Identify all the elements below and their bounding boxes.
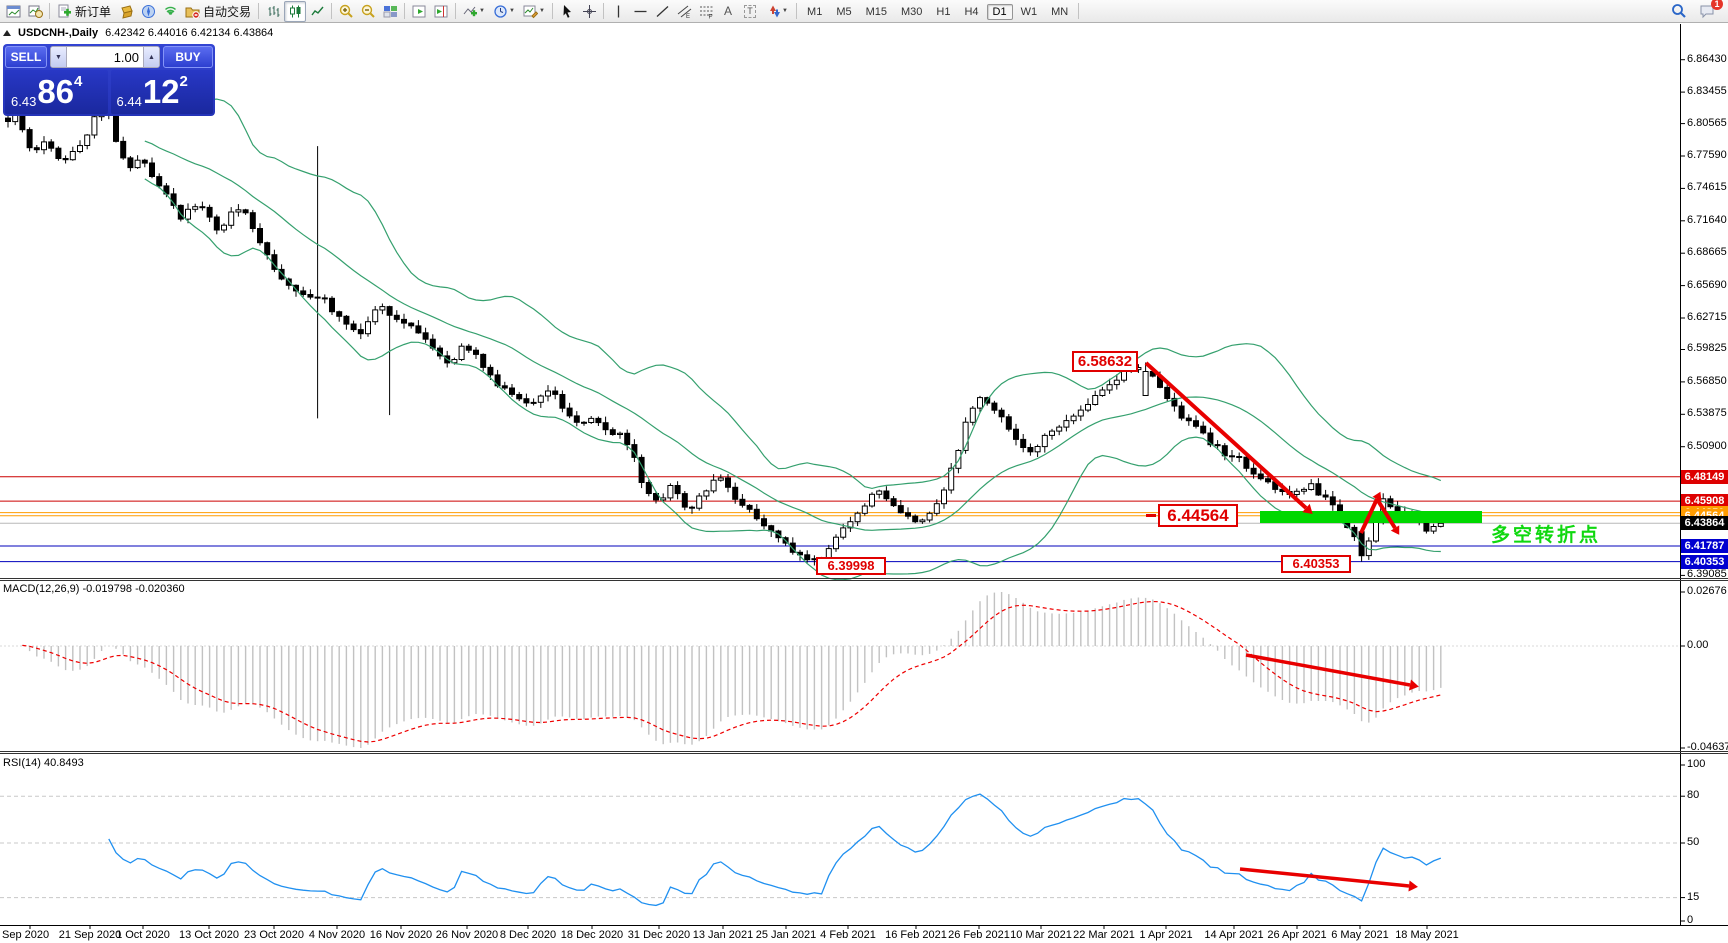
templates-menu-icon[interactable]: ▼ — [519, 1, 549, 22]
volume-control[interactable]: ▼ 1.00 ▲ — [50, 46, 160, 68]
notifications-icon[interactable]: 1 — [1696, 0, 1723, 22]
sell-price-display[interactable]: 6.43 86 4 — [5, 70, 108, 114]
annotation-high-price[interactable]: 6.58632 — [1072, 351, 1138, 372]
annotation-zone-price[interactable]: 6.44564 — [1158, 504, 1238, 527]
sell-button[interactable]: SELL — [5, 46, 47, 68]
timeframe-button-m1[interactable]: M1 — [807, 6, 823, 18]
line-chart-type-icon[interactable] — [306, 1, 328, 22]
toolbar-separator — [404, 3, 406, 19]
autotrading-label: 自动交易 — [203, 4, 252, 19]
chart-shift-icon[interactable] — [430, 1, 452, 22]
symbol-title: USDCNH-,Daily — [18, 27, 99, 39]
annotation-zone-tick — [1146, 514, 1156, 517]
notification-badge: 1 — [1711, 0, 1723, 10]
timeframe-button-m5[interactable]: M5 — [836, 6, 852, 18]
chart-header: USDCNH-,Daily 6.42342 6.44016 6.42134 6.… — [3, 27, 273, 39]
annotation-low-price-1[interactable]: 6.39998 — [816, 557, 886, 575]
volume-increase-button[interactable]: ▲ — [143, 47, 159, 67]
toolbar-separator — [603, 3, 605, 19]
navigator-icon[interactable] — [137, 1, 159, 22]
annotation-low-price-2[interactable]: 6.40353 — [1281, 555, 1351, 573]
text-tool-icon[interactable]: A — [724, 4, 733, 18]
one-click-trading-panel: SELL ▼ 1.00 ▲ BUY 6.43 86 4 6.44 12 2 — [3, 44, 215, 116]
equidistant-channel-icon[interactable]: E — [673, 1, 695, 22]
toolbar-separator — [49, 3, 50, 19]
timeframe-button-mn[interactable]: MN — [1051, 6, 1069, 18]
buy-price-display[interactable]: 6.44 12 2 — [110, 70, 213, 114]
timeframe-button-d1[interactable]: D1 — [986, 4, 1013, 20]
ohlc-values: 6.42342 6.44016 6.42134 6.43864 — [105, 27, 274, 39]
cursor-icon[interactable] — [556, 1, 578, 22]
toolbar-separator — [1078, 3, 1080, 19]
fibonacci-icon[interactable]: F — [695, 1, 717, 22]
arrows-menu-icon[interactable]: ▼ — [761, 1, 793, 22]
new-order-icon — [58, 4, 71, 17]
new-chart-icon[interactable] — [2, 1, 24, 22]
buy-button[interactable]: BUY — [163, 46, 213, 68]
timeframe-button-h1[interactable]: H1 — [936, 6, 951, 18]
zoom-out-icon[interactable] — [357, 1, 379, 22]
svg-text:F: F — [708, 14, 712, 19]
search-icon[interactable] — [1668, 1, 1690, 22]
toolbar-separator — [552, 3, 554, 19]
market-watch-icon[interactable] — [115, 1, 137, 22]
autotrading-button[interactable]: 自动交易 — [181, 2, 255, 21]
auto-scroll-icon[interactable] — [408, 1, 430, 22]
main-toolbar: 新订单 自动交易 — [0, 0, 1728, 23]
autotrading-icon — [185, 7, 200, 19]
macd-label: MACD(12,26,9) -0.019798 -0.020360 — [3, 583, 185, 595]
annotation-turning-point-text[interactable]: 多空转折点 — [1491, 525, 1602, 546]
signals-icon[interactable] — [159, 1, 181, 22]
volume-dropdown-button[interactable]: ▼ — [51, 47, 67, 67]
horizontal-line-icon[interactable] — [629, 1, 651, 22]
toolbar-separator — [796, 3, 798, 19]
rsi-label: RSI(14) 40.8493 — [3, 757, 84, 769]
text-label-tool-icon[interactable]: T — [739, 1, 761, 22]
timeframe-switcher: M1 M5 M15 M30 H1 H4 D1 W1 MN — [800, 2, 1075, 20]
trendline-icon[interactable] — [651, 1, 673, 22]
volume-value[interactable]: 1.00 — [113, 49, 139, 65]
vertical-line-icon[interactable] — [607, 1, 629, 22]
periods-menu-icon[interactable]: ▼ — [489, 1, 519, 22]
crosshair-icon[interactable] — [578, 1, 600, 22]
collapse-icon[interactable] — [3, 30, 11, 36]
profiles-icon[interactable] — [24, 1, 46, 22]
toolbar-separator — [455, 3, 457, 19]
bar-chart-type-icon[interactable] — [262, 1, 284, 22]
indicators-menu-icon[interactable]: ▼ — [459, 1, 489, 22]
timeframe-button-w1[interactable]: W1 — [1020, 6, 1038, 18]
new-order-button[interactable]: 新订单 — [53, 2, 115, 21]
new-order-label: 新订单 — [75, 4, 112, 19]
svg-text:E: E — [686, 14, 690, 19]
timeframe-button-m30[interactable]: M30 — [901, 6, 923, 18]
candlestick-chart-type-icon[interactable] — [284, 0, 307, 22]
tile-windows-icon[interactable] — [379, 1, 401, 22]
zoom-in-icon[interactable] — [335, 1, 357, 22]
timeframe-button-m15[interactable]: M15 — [865, 6, 887, 18]
toolbar-separator — [258, 3, 260, 19]
timeframe-button-h4[interactable]: H4 — [964, 6, 979, 18]
toolbar-separator — [331, 3, 333, 19]
